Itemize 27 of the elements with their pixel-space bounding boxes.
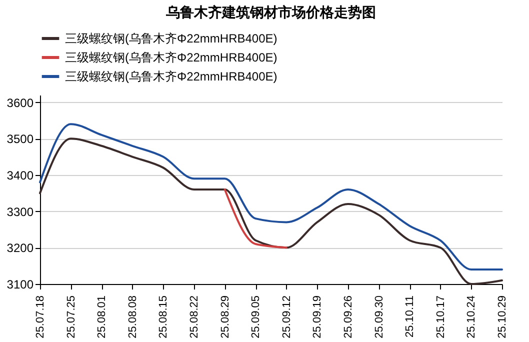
x-tick-label: 25.10.24	[466, 296, 478, 338]
legend-label: 三级螺纹钢(乌鲁木齐Φ22mmHRB400E)	[65, 70, 278, 84]
line-series	[39, 123, 503, 270]
x-tick-label: 25.07.18	[34, 296, 46, 338]
x-tick-label: 25.10.11	[404, 296, 416, 338]
x-tick-label: 25.08.22	[188, 296, 200, 338]
x-tick-label: 25.09.26	[342, 296, 354, 338]
x-tick-label: 25.08.01	[96, 296, 108, 338]
x-tick-label: 25.08.08	[126, 296, 139, 338]
x-tick-label: 25.10.29	[496, 296, 508, 338]
x-tick-label: 25.08.29	[219, 296, 232, 338]
y-tick-label: 3400	[6, 168, 34, 182]
y-tick-label: 3300	[6, 204, 34, 219]
x-tick-label: 25.09.05	[250, 296, 262, 338]
y-tick-label: 3500	[6, 132, 34, 146]
x-tick-label: 25.07.25	[65, 296, 78, 338]
y-tick-label: 3200	[6, 241, 34, 256]
x-tick-label: 25.09.12	[280, 296, 293, 338]
y-tick-label: 3100	[6, 278, 34, 292]
x-tick-label: 25.09.19	[312, 296, 324, 338]
legend-label: 三级螺纹钢(乌鲁木齐Φ22mmHRB400E)	[65, 32, 278, 46]
x-tick-label: 25.08.15	[158, 296, 170, 338]
legend-label: 三级螺纹钢(乌鲁木齐Φ22mmHRB400E)	[65, 50, 278, 64]
x-tick-label: 25.10.17	[434, 296, 447, 338]
chart-title: 乌鲁木齐建筑钢材市场价格走势图	[165, 4, 376, 20]
x-tick-label: 25.09.30	[373, 296, 386, 338]
y-tick-label: 3600	[6, 96, 34, 110]
